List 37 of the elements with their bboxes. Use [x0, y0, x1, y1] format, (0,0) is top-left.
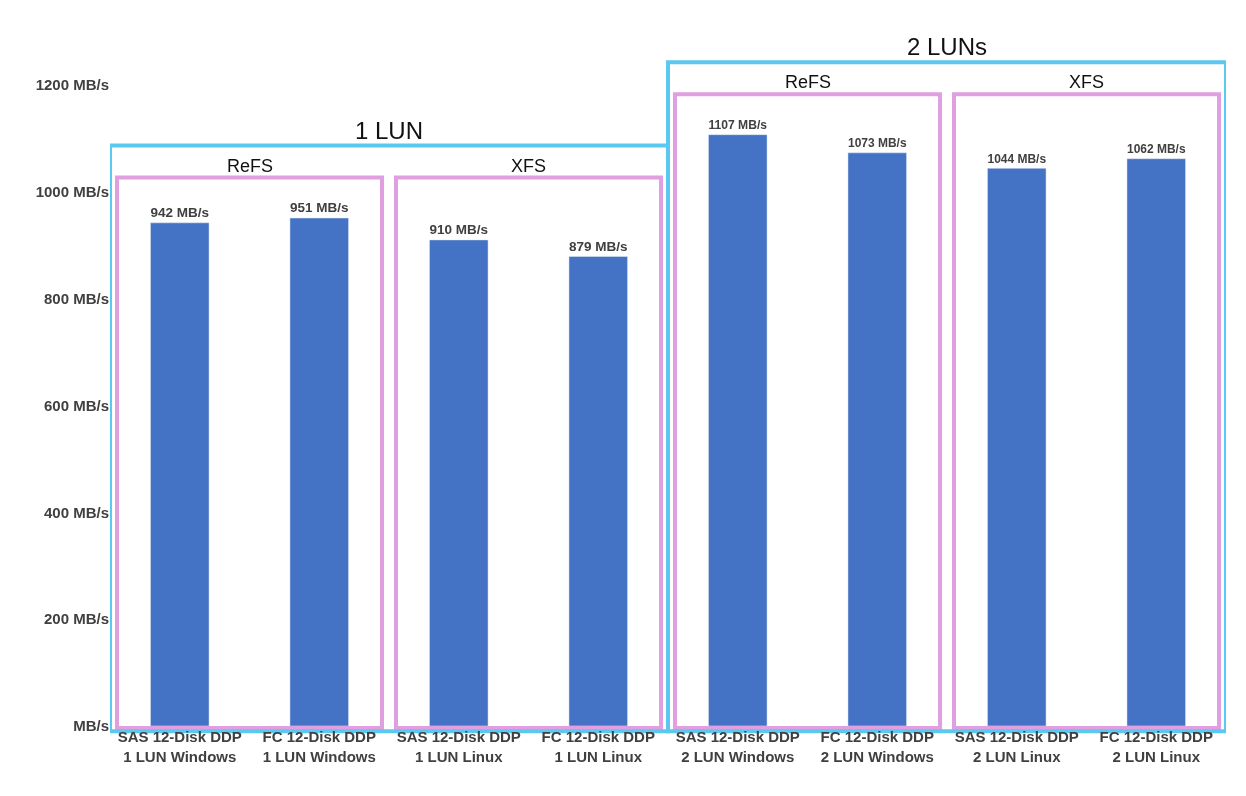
- data-label: 1062 MB/s: [1126, 142, 1186, 157]
- data-label: 942 MB/s: [150, 205, 210, 221]
- annotation: ReFS: [785, 72, 832, 92]
- x-tick-label: FC 12-Disk DDP 2 LUN Windows: [820, 728, 934, 765]
- x-tick-label: FC 12-Disk DDP 1 LUN Windows: [262, 728, 376, 765]
- x-tick-label: SAS 12-Disk DDP 1 LUN Windows: [117, 728, 242, 765]
- x-tick-label: FC 12-Disk DDP 2 LUN Linux: [1099, 728, 1213, 765]
- data-label: 1107 MB/s: [708, 118, 768, 133]
- bar: [708, 134, 768, 726]
- data-label: 879 MB/s: [568, 238, 628, 254]
- y-tick-label: 400 MB/s: [43, 503, 109, 521]
- y-tick-label: 1000 MB/s: [35, 183, 109, 201]
- annotation: XFS: [511, 156, 547, 176]
- y-tick-label: 600 MB/s: [43, 396, 109, 414]
- x-tick-label: SAS 12-Disk DDP 1 LUN Linux: [396, 728, 521, 765]
- bar: [150, 222, 210, 726]
- y-tick-label: 200 MB/s: [43, 610, 109, 628]
- bar: [429, 239, 489, 726]
- bar: [289, 217, 349, 726]
- bar: [1126, 158, 1186, 726]
- bar: [847, 152, 907, 726]
- x-tick-label: SAS 12-Disk DDP 2 LUN Windows: [675, 728, 800, 765]
- bar: [987, 168, 1047, 726]
- data-label: 951 MB/s: [289, 200, 349, 216]
- annotation: XFS: [1069, 72, 1105, 92]
- data-label: 1044 MB/s: [987, 151, 1047, 166]
- annotation: 1 LUN: [355, 117, 424, 144]
- y-tick-label: 800 MB/s: [43, 289, 109, 307]
- data-label: 910 MB/s: [429, 222, 489, 238]
- bar: [568, 256, 628, 726]
- data-label: 1073 MB/s: [847, 136, 907, 151]
- x-tick-label: SAS 12-Disk DDP 2 LUN Linux: [954, 728, 1079, 765]
- y-tick-label: MB/s: [73, 717, 109, 735]
- x-tick-label: FC 12-Disk DDP 1 LUN Linux: [541, 728, 655, 765]
- text: 2 LUNs: [907, 33, 988, 60]
- y-tick-label: 1200 MB/s: [35, 76, 109, 94]
- annotation: ReFS: [227, 156, 274, 176]
